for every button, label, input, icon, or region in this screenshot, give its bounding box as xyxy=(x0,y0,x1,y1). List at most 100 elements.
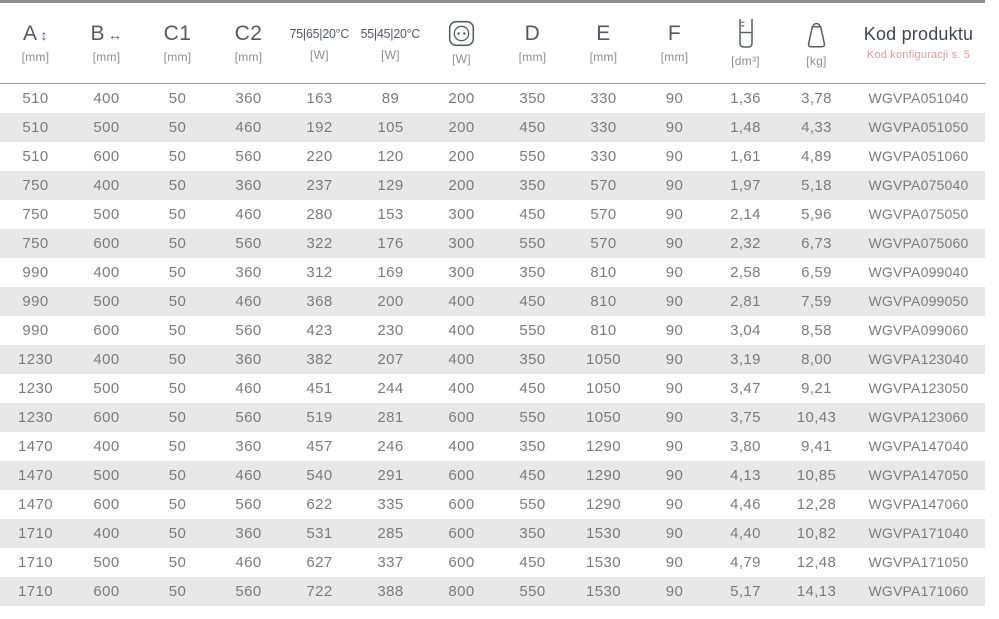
cell-volume: 4,46 xyxy=(730,495,761,513)
cell-volume: 1,97 xyxy=(730,176,761,194)
cell-b: 600 xyxy=(93,495,120,513)
table-row: 1710 600 50 560 722 388 800 550 1530 90 5,17 14,13 W… xyxy=(0,576,985,606)
table-row: 510 600 50 560 220 120 200 550 330 90 1,61 4,89 WGVP… xyxy=(0,142,985,171)
cell-power-electric: 400 xyxy=(448,321,475,339)
cell-volume: 3,75 xyxy=(730,408,761,426)
config-code-note: Kod konfiguracji s. 5 xyxy=(866,49,971,62)
cell-c2: 360 xyxy=(235,89,262,107)
column-unit-c2: [mm] xyxy=(234,50,263,65)
cell-power-75-65-20: 237 xyxy=(306,176,333,194)
table-row: 1470 400 50 360 457 246 400 350 1290 90 3,80 9,41 WG… xyxy=(0,432,985,461)
cell-e: 1050 xyxy=(586,350,621,368)
cell-power-55-45-20: 129 xyxy=(377,176,404,194)
table-row: 750 500 50 460 280 153 300 450 570 90 2,14 5,96 WGVP… xyxy=(0,200,985,229)
table-body: 510 400 50 360 163 89 200 350 330 90 1,36 3,78 WGVPA… xyxy=(0,84,985,606)
cell-power-75-65-20: 312 xyxy=(306,263,333,281)
cell-c1: 50 xyxy=(168,553,187,571)
horizontal-double-arrow-icon: ↔ xyxy=(108,26,123,43)
cell-f: 90 xyxy=(665,118,684,136)
cell-volume: 2,32 xyxy=(730,234,761,252)
cell-power-electric: 600 xyxy=(448,524,475,542)
cell-c1: 50 xyxy=(168,466,187,484)
table-row: 750 600 50 560 322 176 300 550 570 90 2,32 6,73 WGVP… xyxy=(0,228,985,258)
cell-e: 1530 xyxy=(586,524,621,542)
cell-c2: 360 xyxy=(235,176,262,194)
cell-c2: 460 xyxy=(235,466,262,484)
cell-volume: 3,80 xyxy=(730,437,761,455)
column-header-code: Kod produktu Kod konfiguracji s. 5 xyxy=(852,1,985,84)
cell-a: 750 xyxy=(22,205,49,223)
cell-d: 350 xyxy=(519,437,546,455)
cell-volume: 2,81 xyxy=(730,292,761,310)
cell-b: 500 xyxy=(93,292,120,310)
column-label-c2: C2 xyxy=(234,21,263,45)
cell-c1: 50 xyxy=(168,524,187,542)
column-header-power-55-45-20: 55|45|20°C [W] xyxy=(355,1,426,84)
cell-code: WGVPA147040 xyxy=(868,438,969,454)
cell-a: 990 xyxy=(22,292,49,310)
cell-e: 1530 xyxy=(586,553,621,571)
cell-volume: 4,40 xyxy=(730,524,761,542)
cell-power-55-45-20: 105 xyxy=(377,118,404,136)
cell-b: 400 xyxy=(93,176,120,194)
cell-power-electric: 200 xyxy=(448,176,475,194)
cell-f: 90 xyxy=(665,437,684,455)
cell-c2: 460 xyxy=(235,553,262,571)
cell-power-55-45-20: 244 xyxy=(377,379,404,397)
cell-power-electric: 300 xyxy=(448,205,475,223)
cell-c1: 50 xyxy=(168,176,187,194)
cell-e: 570 xyxy=(590,205,617,223)
cell-code: WGVPA051050 xyxy=(868,119,969,135)
cell-f: 90 xyxy=(665,582,684,600)
cell-code: WGVPA099040 xyxy=(868,264,969,280)
column-label-b: B ↔ xyxy=(90,21,123,45)
cell-volume: 1,48 xyxy=(730,118,761,136)
cell-power-electric: 200 xyxy=(448,147,475,165)
column-unit-e: [mm] xyxy=(589,50,618,65)
cell-c1: 50 xyxy=(168,89,187,107)
column-header-weight: [kg] xyxy=(781,1,852,84)
column-header-e: E [mm] xyxy=(568,1,639,84)
cell-volume: 3,19 xyxy=(730,350,761,368)
cell-power-75-65-20: 622 xyxy=(306,495,333,513)
table-row: 990 500 50 460 368 200 400 450 810 90 2,81 7,59 WGVP… xyxy=(0,286,985,316)
cell-c2: 360 xyxy=(235,524,262,542)
cell-f: 90 xyxy=(665,234,684,252)
cell-power-75-65-20: 192 xyxy=(306,118,333,136)
table-row: 1470 600 50 560 622 335 600 550 1290 90 4,46 12,28 W… xyxy=(0,490,985,519)
cell-power-75-65-20: 451 xyxy=(306,379,333,397)
cell-c2: 460 xyxy=(235,118,262,136)
cell-c2: 360 xyxy=(235,350,262,368)
cell-c2: 560 xyxy=(235,234,262,252)
cell-b: 600 xyxy=(93,582,120,600)
cell-power-electric: 400 xyxy=(448,350,475,368)
column-label-a: A ↕ xyxy=(22,21,48,45)
cell-c1: 50 xyxy=(168,437,187,455)
cell-c2: 560 xyxy=(235,147,262,165)
column-unit-a: [mm] xyxy=(21,50,50,65)
cell-f: 90 xyxy=(665,466,684,484)
cell-b: 400 xyxy=(93,89,120,107)
cell-e: 1050 xyxy=(586,408,621,426)
cell-e: 570 xyxy=(590,176,617,194)
table-row: 1470 500 50 460 540 291 600 450 1290 90 4,13 10,85 W… xyxy=(0,460,985,490)
cell-code: WGVPA051060 xyxy=(868,148,969,164)
cell-b: 500 xyxy=(93,118,120,136)
cell-weight: 12,48 xyxy=(796,553,837,571)
cell-c1: 50 xyxy=(168,379,187,397)
cell-b: 500 xyxy=(93,553,120,571)
column-header-a: A ↕ [mm] xyxy=(0,1,71,84)
cell-d: 550 xyxy=(519,234,546,252)
cell-a: 1230 xyxy=(18,408,53,426)
cell-power-75-65-20: 519 xyxy=(306,408,333,426)
cell-c2: 460 xyxy=(235,205,262,223)
cell-code: WGVPA123040 xyxy=(868,351,969,367)
cell-code: WGVPA051040 xyxy=(868,90,969,107)
cell-power-electric: 300 xyxy=(448,263,475,281)
cell-power-electric: 600 xyxy=(448,408,475,426)
cell-volume: 4,13 xyxy=(730,466,761,484)
cell-b: 600 xyxy=(93,234,120,252)
cell-a: 1470 xyxy=(18,437,53,455)
cell-weight: 6,59 xyxy=(801,263,832,281)
cell-e: 1290 xyxy=(586,495,621,513)
